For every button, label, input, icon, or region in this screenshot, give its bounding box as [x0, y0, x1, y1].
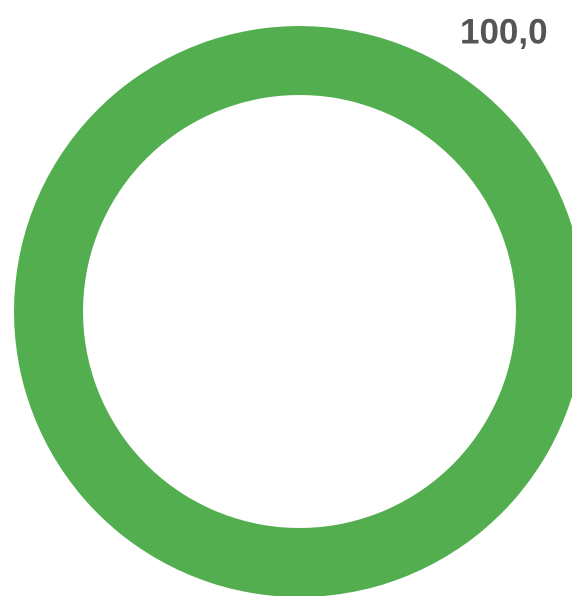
donut-slice — [14, 26, 572, 596]
value-label: 100,0 — [460, 12, 548, 51]
